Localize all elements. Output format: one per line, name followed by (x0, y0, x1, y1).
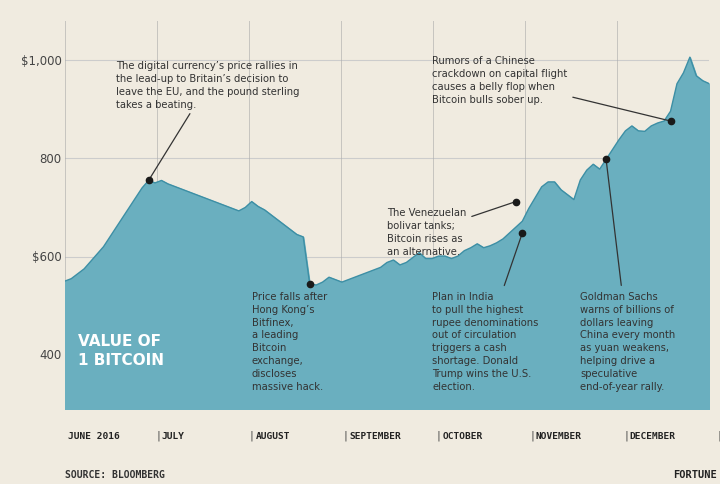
Text: $600: $600 (32, 251, 62, 263)
Text: VALUE OF: VALUE OF (78, 333, 161, 348)
Text: OCTOBER: OCTOBER (442, 431, 482, 440)
Text: |: | (249, 430, 255, 440)
Text: |: | (623, 430, 629, 440)
Text: |: | (343, 430, 348, 440)
Text: The Venezuelan
bolivar tanks;
Bitcoin rises as
an alternative.: The Venezuelan bolivar tanks; Bitcoin ri… (387, 203, 513, 257)
Text: Goldman Sachs
warns of billions of
dollars leaving
China every month
as yuan wea: Goldman Sachs warns of billions of dolla… (580, 163, 675, 391)
Text: NOVEMBER: NOVEMBER (536, 431, 582, 440)
Text: 1 BITCOIN: 1 BITCOIN (78, 352, 163, 367)
Text: |: | (156, 430, 161, 440)
Text: 800: 800 (40, 152, 62, 166)
Text: Price falls after
Hong Kong’s
Bitfinex,
a leading
Bitcoin
exchange,
discloses
ma: Price falls after Hong Kong’s Bitfinex, … (252, 284, 327, 391)
Text: The digital currency’s price rallies in
the lead-up to Britain’s decision to
lea: The digital currency’s price rallies in … (117, 61, 300, 179)
Text: DECEMBER: DECEMBER (629, 431, 675, 440)
Text: |: | (436, 430, 441, 440)
Text: SOURCE: BLOOMBERG: SOURCE: BLOOMBERG (65, 469, 165, 479)
Text: Rumors of a Chinese
crackdown on capital flight
causes a belly flop when
Bitcoin: Rumors of a Chinese crackdown on capital… (432, 56, 668, 121)
Text: Plan in India
to pull the highest
rupee denominations
out of circulation
trigger: Plan in India to pull the highest rupee … (432, 236, 539, 391)
Text: FORTUNE: FORTUNE (672, 469, 716, 479)
Text: |: | (716, 430, 720, 440)
Text: AUGUST: AUGUST (256, 431, 290, 440)
Text: $1,000: $1,000 (21, 55, 62, 67)
Text: |: | (529, 430, 535, 440)
Text: JULY: JULY (162, 431, 185, 440)
Text: JUNE 2016: JUNE 2016 (68, 431, 120, 440)
Text: 400: 400 (40, 348, 62, 362)
Text: SEPTEMBER: SEPTEMBER (349, 431, 401, 440)
